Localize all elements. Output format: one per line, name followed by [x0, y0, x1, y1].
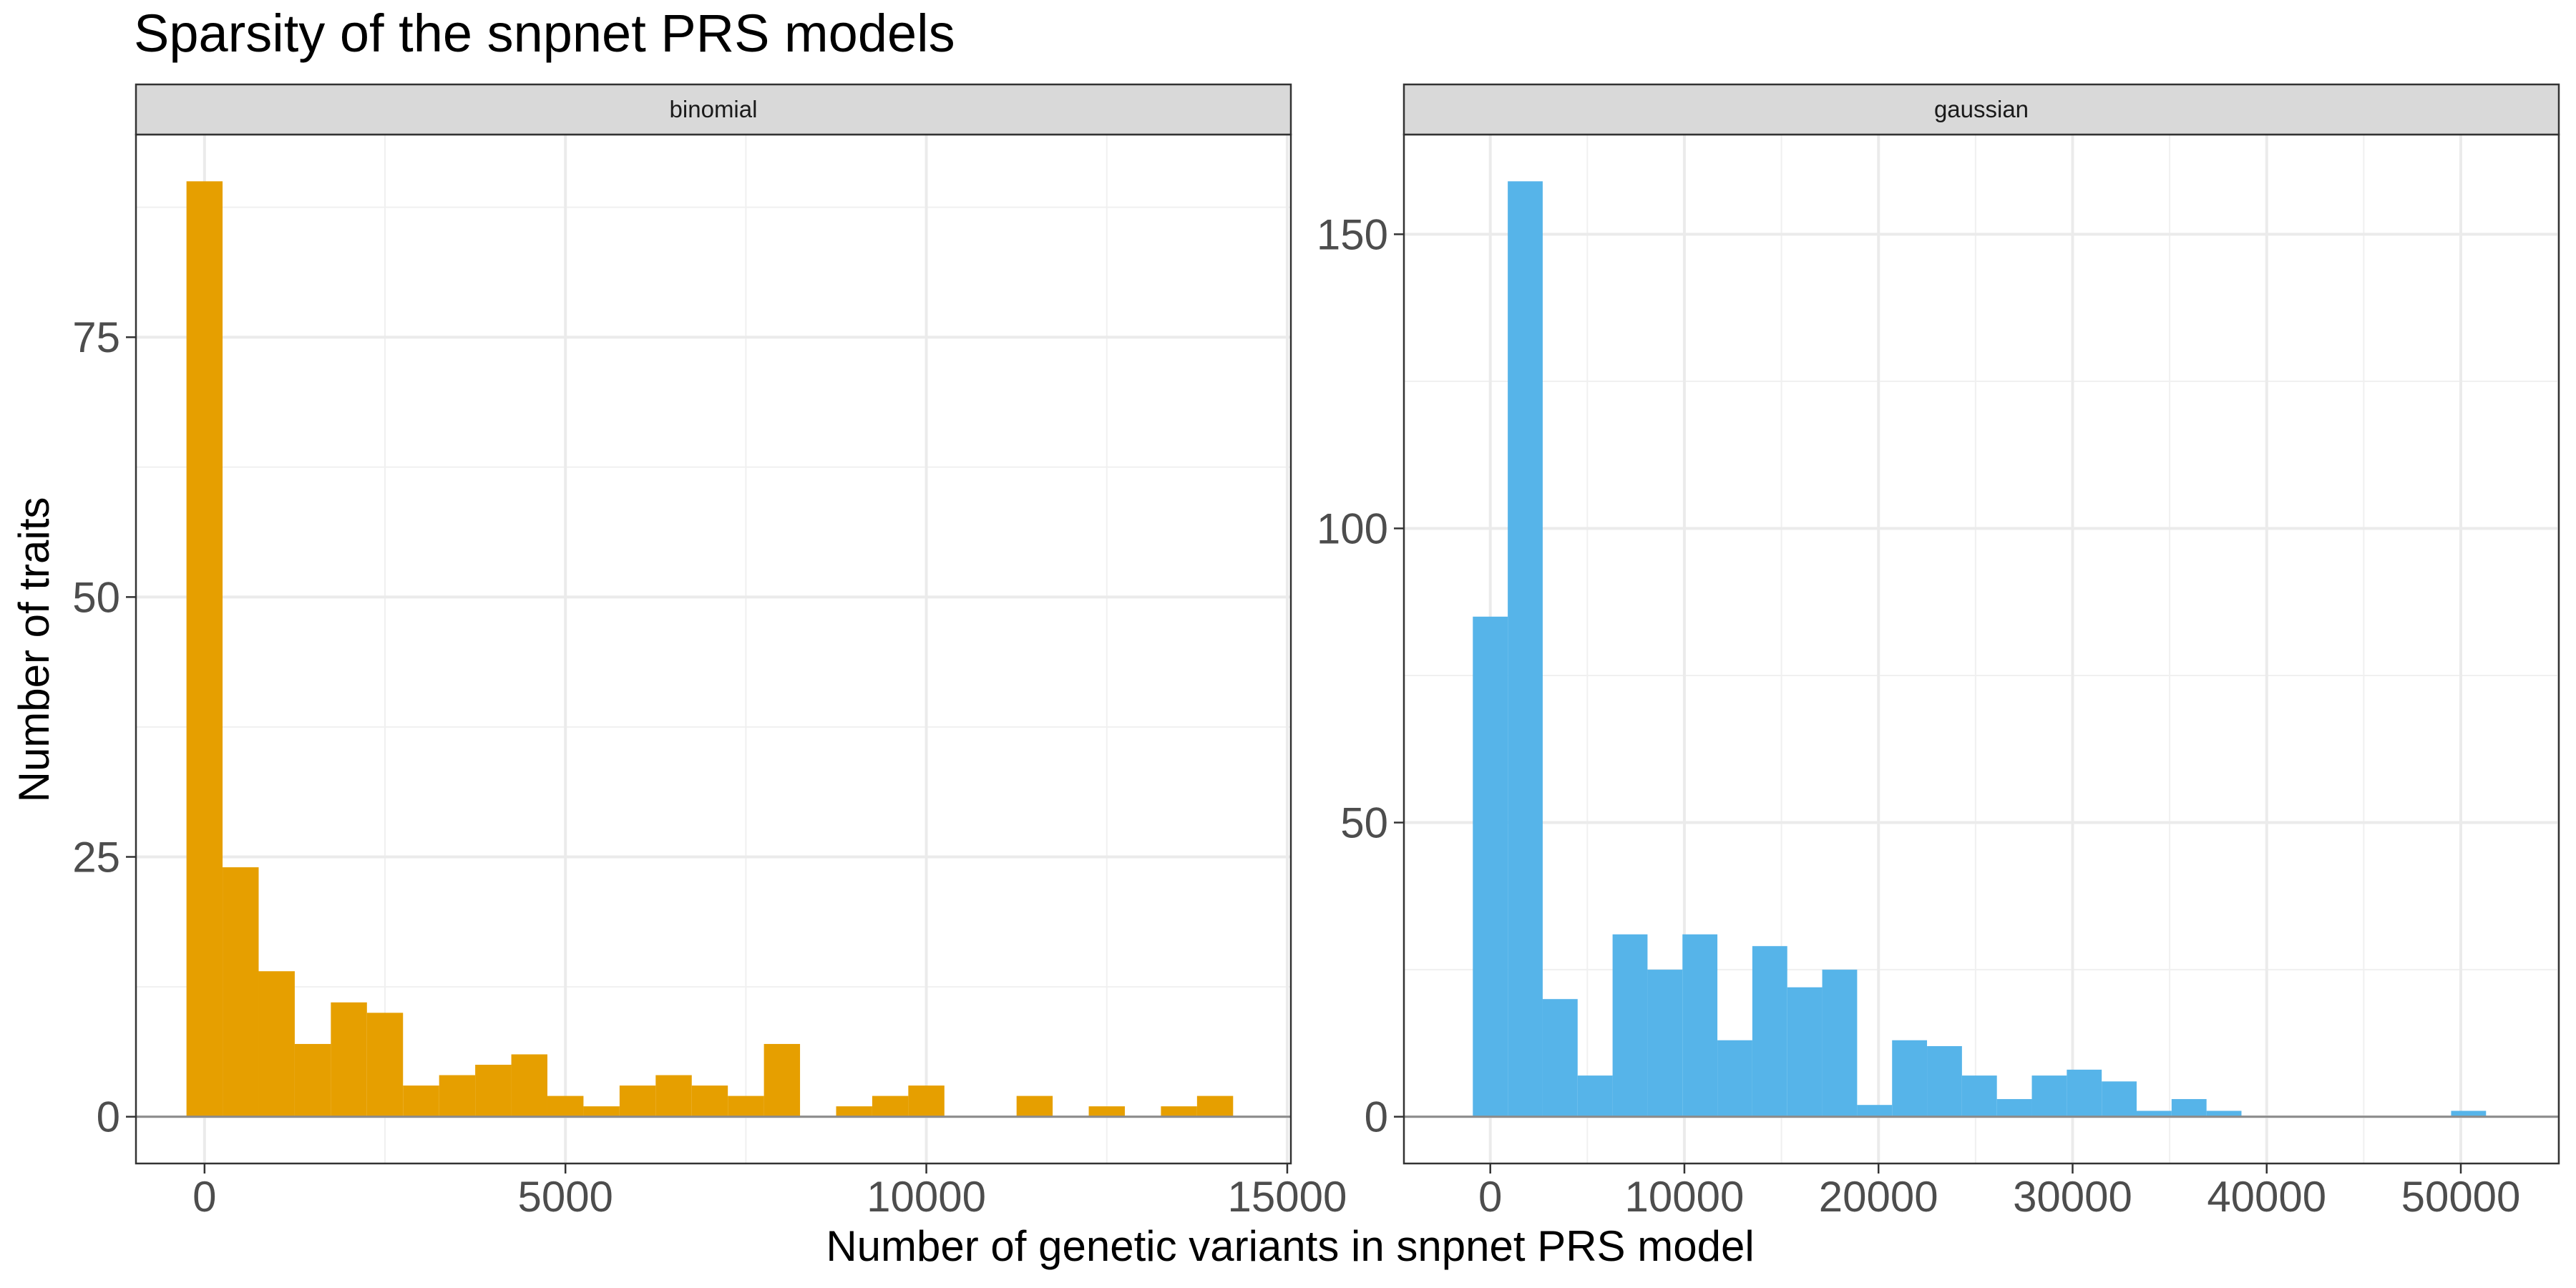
histogram-bar: [331, 1002, 367, 1117]
x-tick-label: 5000: [517, 1173, 613, 1221]
facet-strip-label: gaussian: [1934, 96, 2029, 122]
histogram-bar: [439, 1075, 476, 1117]
histogram-bar: [836, 1106, 872, 1117]
histogram-bar: [2206, 1111, 2242, 1117]
histogram-bar: [1717, 1040, 1752, 1117]
chart-title: Sparsity of the snpnet PRS models: [134, 4, 955, 63]
facet-panel-gaussian: gaussian 0 10000 20000 30000 40000 50000 0 50 100…: [1317, 83, 2560, 1221]
y-axis-label: Number of traits: [10, 497, 58, 803]
histogram-bar: [1647, 970, 1683, 1117]
y-tick-label: 150: [1317, 210, 1388, 258]
histogram-bar: [872, 1096, 909, 1117]
y-tick-label: 0: [97, 1093, 120, 1141]
histogram-bar: [1682, 934, 1718, 1117]
histogram-bar: [1961, 1075, 1997, 1117]
x-tick-label: 50000: [2401, 1173, 2521, 1221]
facet-strip: [1402, 83, 2560, 136]
histogram-bar: [366, 1013, 404, 1117]
facet-strip-label: binomial: [670, 96, 758, 122]
histogram-bar: [1161, 1106, 1197, 1117]
histogram-bar: [258, 971, 295, 1117]
facet-panel-binomial: binomial 0 5000 10000 15000 0 25 50 75: [72, 83, 1347, 1221]
histogram-bar: [1892, 1040, 1928, 1117]
histogram-bar: [1196, 1096, 1234, 1117]
x-tick-label: 30000: [2013, 1173, 2132, 1221]
histogram-bar: [1016, 1096, 1053, 1117]
x-tick-label: 0: [1478, 1173, 1502, 1221]
histogram-bar: [728, 1096, 764, 1117]
x-tick-label: 10000: [867, 1173, 986, 1221]
histogram-bar: [691, 1085, 728, 1117]
x-tick-label: 40000: [2207, 1173, 2326, 1221]
panel-background: [1404, 135, 2559, 1163]
histogram-bar: [1508, 181, 1543, 1117]
histogram-bar: [1577, 1075, 1613, 1117]
histogram-bar: [294, 1043, 331, 1117]
histogram-bar: [2067, 1069, 2102, 1117]
histogram-bar: [1088, 1106, 1125, 1117]
histogram-bar: [655, 1075, 692, 1117]
histogram-bar: [908, 1085, 945, 1117]
histogram-bar: [583, 1106, 620, 1117]
x-axis-label: Number of genetic variants in snpnet PRS…: [826, 1222, 1754, 1270]
histogram-bar: [2137, 1111, 2172, 1117]
facet-strip: [135, 83, 1292, 136]
x-tick-label: 0: [192, 1173, 216, 1221]
histogram-bar: [1752, 946, 1787, 1117]
histogram-bar: [2102, 1081, 2137, 1117]
y-tick-label: 50: [1340, 799, 1388, 847]
y-tick-label: 50: [72, 573, 120, 621]
y-tick-label: 0: [1365, 1093, 1388, 1141]
histogram-bar: [763, 1043, 801, 1117]
histogram-bar: [1927, 1045, 1962, 1117]
y-tick-label: 75: [72, 313, 120, 361]
histogram-bar: [186, 181, 223, 1117]
histogram-bar: [619, 1085, 656, 1117]
histogram-bar: [475, 1065, 512, 1117]
x-tick-label: 15000: [1228, 1173, 1347, 1221]
histogram-bar: [2451, 1111, 2487, 1117]
histogram-bar: [1857, 1105, 1893, 1117]
y-tick-label: 25: [72, 834, 120, 882]
y-tick-label: 100: [1317, 504, 1388, 552]
histogram-bar: [223, 867, 259, 1117]
histogram-bar: [547, 1096, 584, 1117]
histogram-bar: [1473, 616, 1508, 1117]
histogram-bar: [511, 1054, 547, 1117]
histogram-bar: [1787, 987, 1823, 1117]
x-tick-label: 20000: [1819, 1173, 1938, 1221]
histogram-bar: [2031, 1075, 2067, 1117]
histogram-bar: [1612, 934, 1648, 1117]
panel-background: [136, 135, 1291, 1163]
histogram-bar: [1822, 970, 1858, 1117]
histogram-bar: [1542, 999, 1578, 1117]
histogram-bar: [1996, 1098, 2032, 1117]
histogram-bar: [2171, 1098, 2207, 1117]
x-tick-label: 10000: [1625, 1173, 1745, 1221]
histogram-bar: [403, 1085, 439, 1117]
